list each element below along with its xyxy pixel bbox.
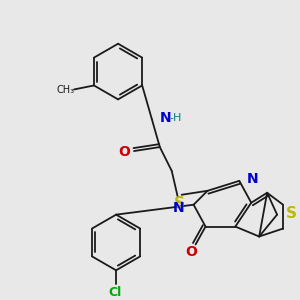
Text: N: N: [173, 201, 185, 215]
Text: S: S: [286, 206, 297, 221]
Text: O: O: [118, 145, 130, 159]
Text: S: S: [174, 196, 185, 211]
Text: O: O: [186, 245, 198, 260]
Text: -H: -H: [170, 113, 182, 123]
Text: Cl: Cl: [109, 286, 122, 299]
Text: N: N: [246, 172, 258, 186]
Text: N: N: [160, 111, 171, 125]
Text: CH₃: CH₃: [56, 85, 74, 95]
